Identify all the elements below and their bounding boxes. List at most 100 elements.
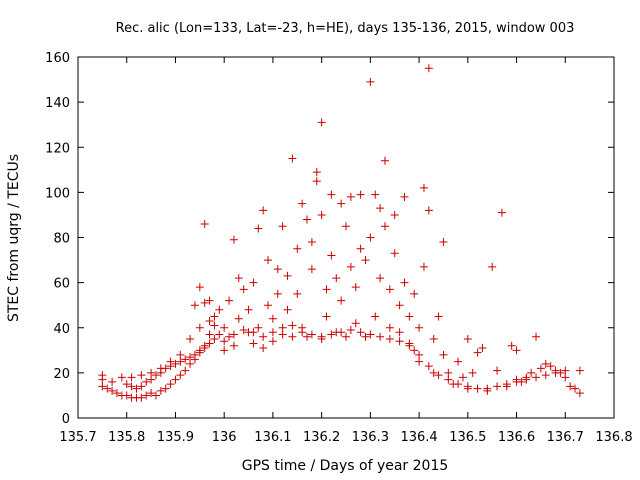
data-point bbox=[181, 355, 190, 364]
data-point bbox=[98, 382, 107, 391]
data-point bbox=[142, 377, 151, 386]
data-point bbox=[342, 332, 350, 341]
data-point bbox=[322, 312, 331, 321]
x-tick-label: 136.1 bbox=[254, 430, 291, 445]
data-point bbox=[190, 301, 199, 310]
data-point bbox=[259, 332, 268, 341]
data-point bbox=[225, 296, 234, 305]
data-point bbox=[312, 168, 321, 177]
data-point bbox=[283, 305, 292, 314]
data-point bbox=[298, 328, 307, 337]
data-point bbox=[225, 332, 234, 341]
data-point bbox=[268, 314, 277, 323]
data-point bbox=[161, 384, 170, 393]
data-point bbox=[410, 289, 419, 298]
plot-frame bbox=[77, 56, 615, 419]
data-point bbox=[268, 328, 277, 337]
data-point bbox=[429, 335, 438, 344]
data-point bbox=[147, 368, 156, 377]
data-point bbox=[303, 332, 312, 341]
data-point bbox=[493, 382, 502, 391]
data-point bbox=[259, 344, 268, 353]
data-point bbox=[454, 380, 463, 389]
plot-area: 135.7 135.8 135.9 136 136.1 136.2 136.3 136.4 13… bbox=[45, 51, 632, 445]
x-tick-label: 135.8 bbox=[108, 430, 145, 445]
data-point bbox=[434, 371, 443, 380]
data-point bbox=[239, 326, 248, 335]
data-point bbox=[307, 238, 316, 247]
data-point bbox=[288, 321, 297, 330]
data-point bbox=[186, 359, 195, 368]
data-point bbox=[346, 326, 355, 335]
data-point bbox=[419, 262, 428, 271]
data-point bbox=[147, 389, 156, 398]
data-point bbox=[215, 305, 224, 314]
data-point bbox=[434, 312, 443, 321]
data-point bbox=[376, 274, 385, 283]
data-point bbox=[205, 296, 214, 305]
data-point bbox=[205, 330, 214, 339]
data-point bbox=[244, 305, 253, 314]
data-point bbox=[356, 244, 365, 253]
data-point bbox=[536, 364, 545, 373]
data-point bbox=[395, 328, 404, 337]
data-point bbox=[332, 274, 341, 283]
data-point bbox=[122, 391, 131, 400]
x-tick-label: 136.6 bbox=[498, 430, 535, 445]
x-tick-label: 136.7 bbox=[547, 430, 584, 445]
data-point bbox=[234, 274, 243, 283]
data-point bbox=[137, 393, 146, 402]
data-point bbox=[458, 373, 467, 382]
data-point bbox=[361, 332, 370, 341]
data-point bbox=[273, 289, 282, 298]
data-point bbox=[454, 357, 463, 366]
data-point bbox=[220, 337, 229, 346]
data-point bbox=[478, 344, 487, 353]
data-point bbox=[327, 190, 336, 199]
data-point bbox=[424, 362, 433, 371]
y-tick-label: 60 bbox=[53, 277, 70, 292]
data-point bbox=[288, 154, 297, 163]
data-point bbox=[278, 323, 287, 332]
data-point bbox=[405, 341, 414, 350]
data-point bbox=[98, 375, 107, 384]
y-tick-label: 120 bbox=[45, 141, 70, 156]
data-point bbox=[205, 316, 214, 325]
data-point bbox=[127, 373, 136, 382]
data-point bbox=[346, 262, 355, 271]
x-tick-label: 136.3 bbox=[352, 430, 389, 445]
data-point bbox=[205, 339, 214, 348]
data-point bbox=[532, 373, 541, 382]
data-point bbox=[127, 382, 136, 391]
y-axis-label: STEC from uqrg / TECUs bbox=[6, 154, 22, 322]
data-point bbox=[103, 384, 112, 393]
data-point bbox=[424, 64, 433, 73]
data-point bbox=[351, 283, 360, 292]
data-point bbox=[497, 208, 506, 217]
data-points bbox=[98, 64, 584, 402]
data-point bbox=[254, 224, 263, 233]
data-point bbox=[210, 312, 219, 321]
data-point bbox=[415, 323, 424, 332]
data-point bbox=[385, 323, 394, 332]
data-point bbox=[366, 330, 375, 339]
x-tick-label: 136.5 bbox=[449, 430, 486, 445]
data-point bbox=[415, 357, 424, 366]
data-point bbox=[502, 380, 511, 389]
data-point bbox=[380, 156, 389, 165]
data-point bbox=[210, 335, 219, 344]
data-point bbox=[463, 382, 472, 391]
data-point bbox=[522, 375, 531, 384]
data-point bbox=[147, 375, 156, 384]
y-tick-label: 40 bbox=[53, 322, 70, 337]
data-point bbox=[356, 190, 365, 199]
data-point bbox=[234, 314, 243, 323]
data-point bbox=[346, 192, 355, 201]
data-point bbox=[166, 380, 175, 389]
data-point bbox=[229, 330, 238, 339]
data-point bbox=[239, 285, 248, 294]
data-point bbox=[395, 337, 404, 346]
x-axis-label: GPS time / Days of year 2015 bbox=[242, 458, 449, 474]
x-tick-label: 136.2 bbox=[303, 430, 340, 445]
data-point bbox=[366, 233, 375, 242]
